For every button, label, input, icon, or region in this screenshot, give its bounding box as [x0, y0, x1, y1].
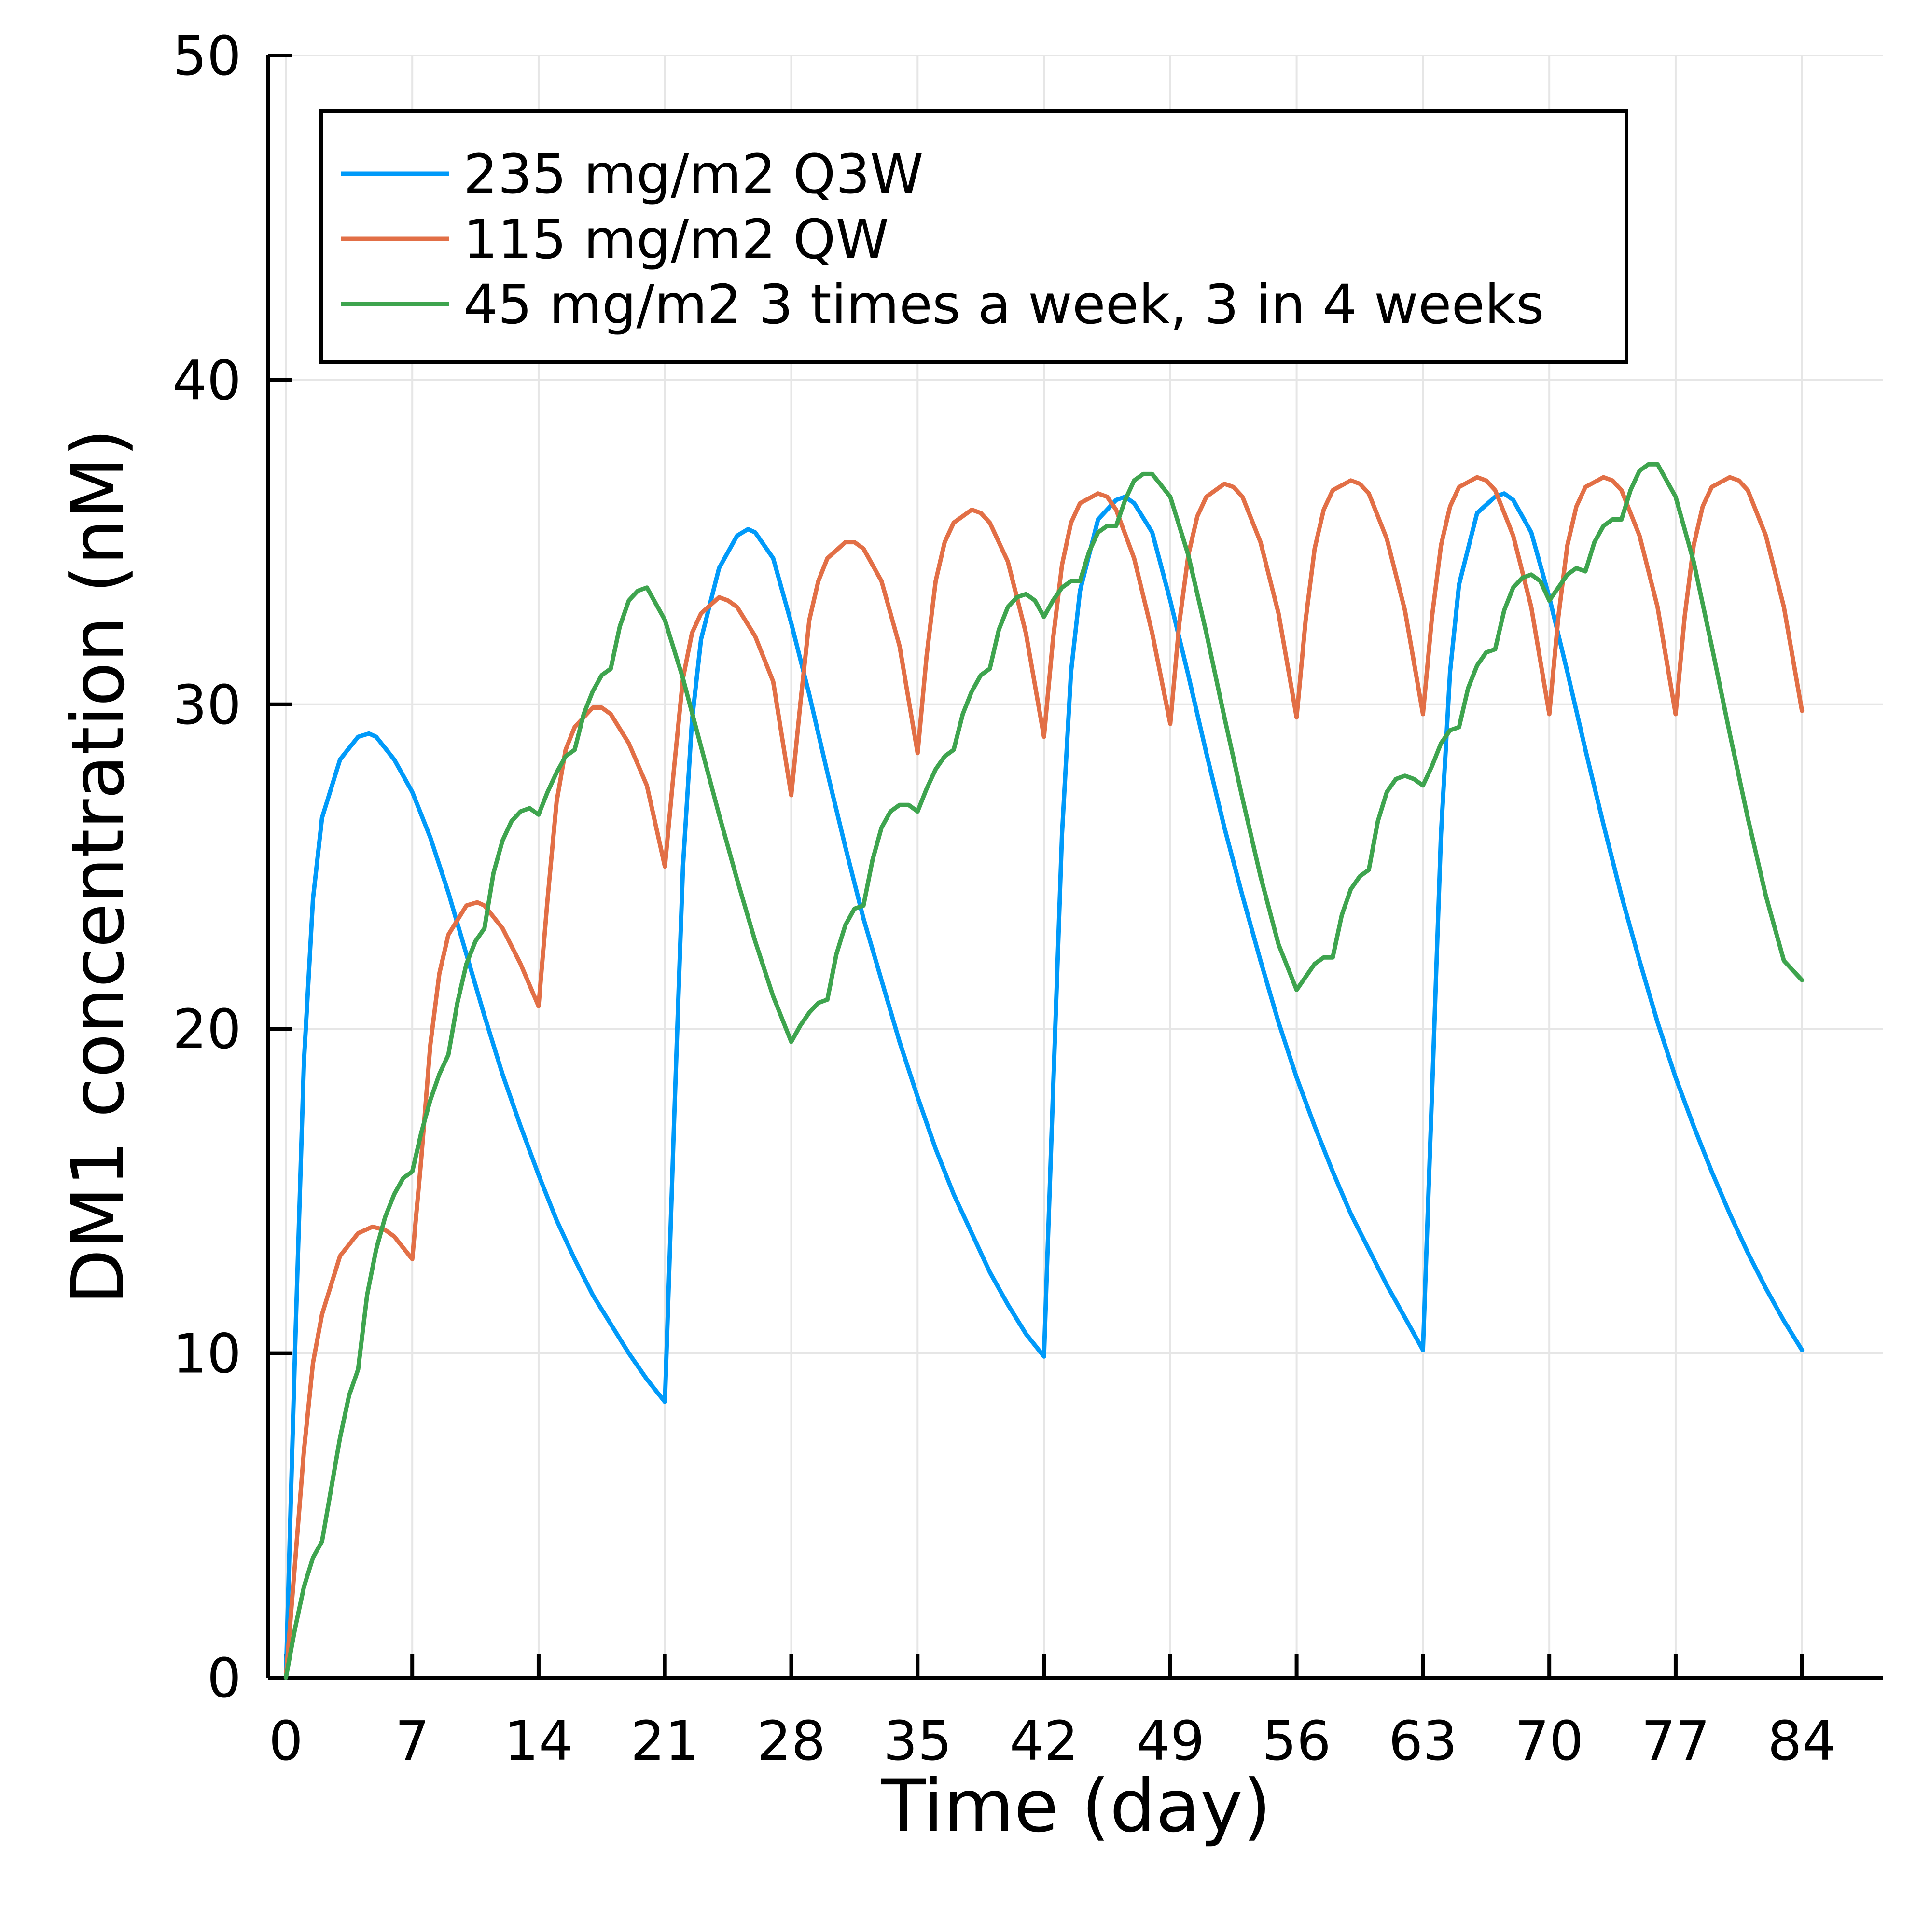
x-tick-label: 77 — [1641, 1710, 1710, 1773]
x-tick-label: 7 — [395, 1710, 430, 1773]
x-axis-title: Time (day) — [881, 1765, 1271, 1849]
y-tick-label: 0 — [207, 1647, 241, 1710]
legend-box — [319, 109, 1628, 364]
x-tick-label: 42 — [1010, 1710, 1079, 1773]
y-tick-label: 50 — [172, 25, 241, 88]
legend-label-1: 235 mg/m2 Q3W — [463, 143, 923, 206]
y-tick-label: 10 — [172, 1323, 241, 1386]
y-axis-title: DM1 concentration (nM) — [56, 428, 140, 1305]
legend-label-2: 115 mg/m2 QW — [463, 208, 889, 271]
x-tick-label: 14 — [504, 1710, 573, 1773]
series-line-3 — [283, 462, 1805, 1680]
x-tick-label: 49 — [1136, 1710, 1205, 1773]
x-tick-label: 28 — [757, 1710, 826, 1773]
x-tick-label: 0 — [269, 1710, 303, 1773]
y-tick-label: 30 — [172, 674, 241, 737]
y-tick-label: 20 — [172, 998, 241, 1061]
x-tick-label: 63 — [1388, 1710, 1458, 1773]
x-tick-label: 84 — [1767, 1710, 1836, 1773]
x-tick-label: 56 — [1262, 1710, 1331, 1773]
series-line-1 — [283, 491, 1805, 1680]
x-tick-label: 35 — [883, 1710, 952, 1773]
x-tick-label: 70 — [1515, 1710, 1584, 1773]
series-line-2 — [283, 475, 1805, 1680]
legend-label-3: 45 mg/m2 3 times a week, 3 in 4 weeks — [463, 274, 1544, 336]
series-lines — [283, 462, 1805, 1680]
x-tick-label: 21 — [630, 1710, 699, 1773]
axes: 0 7 14 21 28 35 42 49 56 63 70 77 84 0 10 20 30 40 50 — [172, 25, 1883, 1773]
y-tick-label: 40 — [172, 349, 241, 412]
